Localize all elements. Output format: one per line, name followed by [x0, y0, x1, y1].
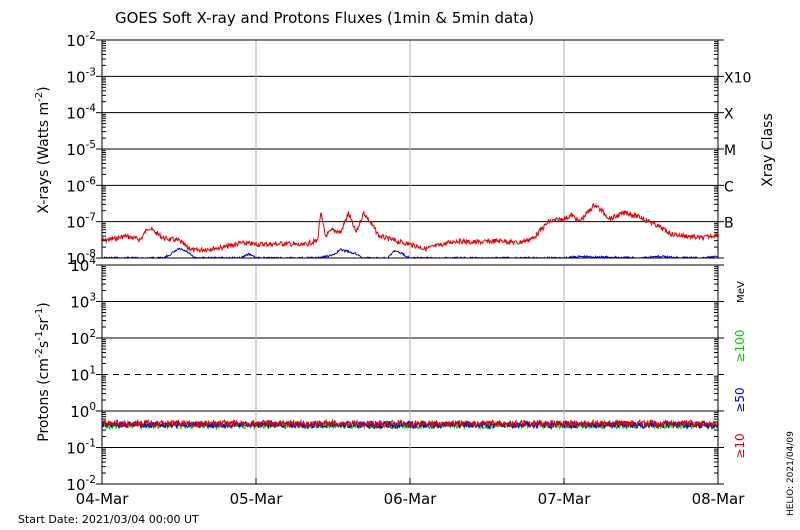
- x-tick-label: 04-Mar: [76, 490, 130, 508]
- proton-y-tick-label: 101: [70, 365, 96, 385]
- xray-class-axis-label: Xray Class: [760, 113, 776, 187]
- xray-y-tick-label: 10-3: [66, 66, 96, 86]
- xray-class-label: X: [724, 107, 734, 123]
- xray-y-tick-label: 10-8: [66, 248, 96, 268]
- proton-y-tick-label: 10-1: [66, 438, 96, 458]
- xray-class-label: M: [724, 143, 736, 159]
- x-tick-label: 07-Mar: [538, 490, 592, 508]
- x-tick-label: 06-Mar: [384, 490, 438, 508]
- proton-y-tick-label: 10-2: [66, 474, 96, 494]
- xray-y-tick-label: 10-4: [66, 103, 96, 123]
- x-tick-label: 05-Mar: [230, 490, 284, 508]
- xray-y-tick-label: 10-2: [66, 30, 96, 50]
- xray-y-tick-label: 10-5: [66, 139, 96, 159]
- proton-10mev-label: ≥10: [733, 433, 747, 458]
- xray-class-label: C: [724, 179, 734, 195]
- x-tick-label: 08-Mar: [692, 490, 746, 508]
- xray-class-label: X10: [724, 70, 751, 86]
- xray-class-label: B: [724, 216, 734, 232]
- proton-y-axis-label: Protons (cm-2s-1sr-1): [34, 302, 52, 441]
- xray-y-tick-label: 10-7: [66, 212, 96, 232]
- proton-50mev-label: ≥50: [733, 387, 747, 412]
- xray-long-series: [101, 202, 718, 254]
- xray-y-tick-label: 10-6: [66, 175, 96, 195]
- proton-10mev-series: [101, 418, 718, 430]
- helio-stamp: HELIO: 2021/04/09: [786, 431, 796, 516]
- xray-plot-frame: [101, 39, 719, 259]
- proton-y-tick-label: 104: [70, 255, 96, 275]
- proton-100mev-label: ≥100: [733, 330, 747, 363]
- proton-y-tick-label: 100: [70, 401, 96, 421]
- start-date: Start Date: 2021/03/04 00:00 UT: [18, 513, 199, 526]
- proton-mev-label: MeV: [736, 281, 747, 303]
- xray-y-axis-label: X-rays (Watts m-2): [34, 86, 52, 213]
- proton-y-tick-label: 103: [70, 292, 96, 312]
- chart-title: GOES Soft X-ray and Protons Fluxes (1min…: [115, 9, 535, 27]
- proton-y-tick-label: 102: [70, 328, 96, 348]
